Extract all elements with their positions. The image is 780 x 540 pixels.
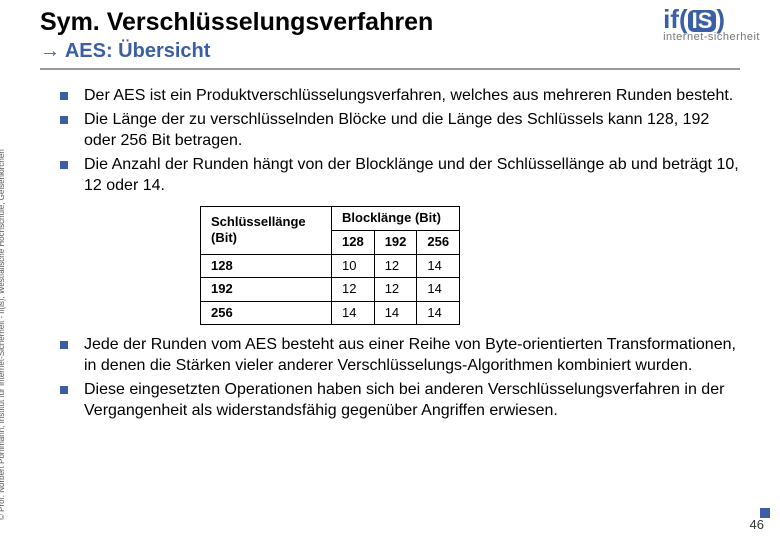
table-row: Schlüssellänge (Bit) Blocklänge (Bit)	[201, 207, 460, 231]
col-128: 128	[332, 230, 375, 254]
page-number: 46	[750, 517, 764, 532]
subtitle-text: AES: Übersicht	[65, 40, 211, 62]
header-key-length: Schlüssellänge (Bit)	[201, 207, 332, 254]
cell-key: 192	[201, 278, 332, 302]
table-row: 256 14 14 14	[201, 301, 460, 325]
header-block-length: Blocklänge (Bit)	[332, 207, 460, 231]
cell-val: 14	[417, 301, 460, 325]
bullet-item: Jede der Runden vom AES besteht aus eine…	[60, 335, 740, 376]
table-row: 128 10 12 14	[201, 254, 460, 278]
slide: Sym. Verschlüsselungsverfahren → AES: Üb…	[0, 0, 780, 540]
table-row: 192 12 12 14	[201, 278, 460, 302]
bullet-list-top: Der AES ist ein Produktverschlüsselungsv…	[60, 86, 740, 196]
logo-suffix: )	[716, 4, 725, 34]
logo-sub: internet-sicherheit	[663, 32, 760, 43]
copyright-side: © Prof. Norbert Pohlmann, Institut für I…	[0, 149, 6, 520]
bullet-item: Die Länge der zu verschlüsselnden Blöcke…	[60, 110, 740, 151]
title-divider	[40, 68, 740, 70]
logo-prefix: if(	[663, 4, 688, 34]
arrow-icon: →	[40, 40, 60, 62]
cell-val: 10	[332, 254, 375, 278]
bullet-item: Diese eingesetzten Operationen haben sic…	[60, 380, 740, 421]
slide-title: Sym. Verschlüsselungsverfahren	[40, 8, 433, 37]
cell-val: 14	[417, 254, 460, 278]
logo-is: IS	[688, 10, 717, 32]
logo-main: if(IS)	[663, 6, 760, 32]
cell-val: 12	[374, 254, 417, 278]
cell-key: 128	[201, 254, 332, 278]
body-content: Der AES ist ein Produktverschlüsselungsv…	[60, 86, 740, 425]
logo: if(IS) internet-sicherheit	[663, 6, 760, 43]
cell-key: 256	[201, 301, 332, 325]
cell-val: 14	[332, 301, 375, 325]
col-192: 192	[374, 230, 417, 254]
bullet-item: Die Anzahl der Runden hängt von der Bloc…	[60, 155, 740, 196]
cell-val: 14	[417, 278, 460, 302]
bullet-list-bottom: Jede der Runden vom AES besteht aus eine…	[60, 335, 740, 421]
cell-val: 12	[374, 278, 417, 302]
col-256: 256	[417, 230, 460, 254]
aes-rounds-table: Schlüssellänge (Bit) Blocklänge (Bit) 12…	[200, 206, 460, 325]
slide-subtitle: → AES: Übersicht	[40, 40, 210, 63]
bullet-item: Der AES ist ein Produktverschlüsselungsv…	[60, 86, 740, 106]
cell-val: 14	[374, 301, 417, 325]
cell-val: 12	[332, 278, 375, 302]
